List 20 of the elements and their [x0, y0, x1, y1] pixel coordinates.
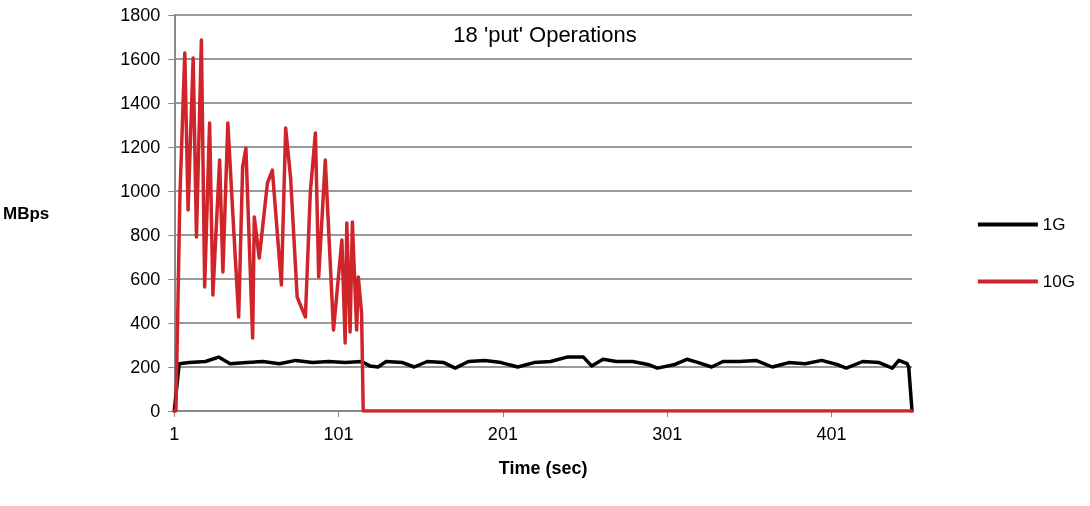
y-tick-label: 1000: [120, 181, 161, 201]
chart-title: 18 'put' Operations: [453, 21, 637, 47]
y-tick-label: 600: [130, 269, 161, 289]
y-axis-title: MBps: [3, 203, 50, 223]
x-axis-title: Time (sec): [498, 458, 588, 478]
x-tick-label: 201: [487, 424, 518, 444]
y-tick-label: 200: [130, 357, 161, 377]
y-tick-label: 0: [150, 401, 161, 421]
y-tick-label: 800: [130, 225, 161, 245]
legend-label: 10G: [1042, 272, 1076, 291]
x-tick-label: 301: [652, 424, 683, 444]
y-tick-label: 1600: [120, 49, 161, 69]
x-tick-label: 401: [816, 424, 847, 444]
x-tick-label: 101: [323, 424, 354, 444]
y-tick-label: 1200: [120, 137, 161, 157]
y-tick-label: 1400: [120, 93, 161, 113]
y-tick-label: 1800: [120, 5, 161, 25]
legend-label: 1G: [1042, 215, 1066, 234]
y-tick-label: 400: [130, 313, 161, 333]
x-tick-label: 1: [169, 424, 180, 444]
